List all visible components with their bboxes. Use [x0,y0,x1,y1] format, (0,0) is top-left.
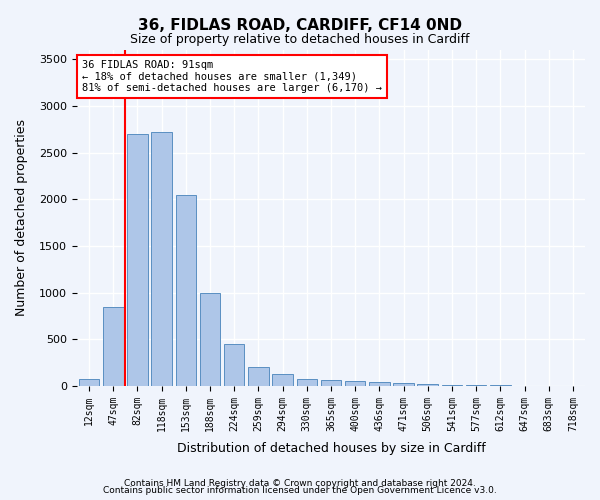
Bar [103,306,124,386]
Bar [79,379,100,386]
Y-axis label: Number of detached properties: Number of detached properties [15,120,28,316]
Bar [369,382,389,386]
Bar [248,368,269,386]
Bar [418,384,438,386]
Bar [200,292,220,386]
Bar [272,374,293,386]
Text: Contains HM Land Registry data © Crown copyright and database right 2024.: Contains HM Land Registry data © Crown c… [124,478,476,488]
Bar [151,132,172,386]
Text: Contains public sector information licensed under the Open Government Licence v3: Contains public sector information licen… [103,486,497,495]
Bar [176,194,196,386]
Bar [296,380,317,386]
Bar [224,344,244,386]
Bar [345,381,365,386]
Bar [466,385,487,386]
Bar [127,134,148,386]
Bar [320,380,341,386]
X-axis label: Distribution of detached houses by size in Cardiff: Distribution of detached houses by size … [176,442,485,455]
Text: 36, FIDLAS ROAD, CARDIFF, CF14 0ND: 36, FIDLAS ROAD, CARDIFF, CF14 0ND [138,18,462,32]
Bar [393,383,414,386]
Bar [442,385,462,386]
Text: 36 FIDLAS ROAD: 91sqm
← 18% of detached houses are smaller (1,349)
81% of semi-d: 36 FIDLAS ROAD: 91sqm ← 18% of detached … [82,60,382,94]
Text: Size of property relative to detached houses in Cardiff: Size of property relative to detached ho… [130,32,470,46]
